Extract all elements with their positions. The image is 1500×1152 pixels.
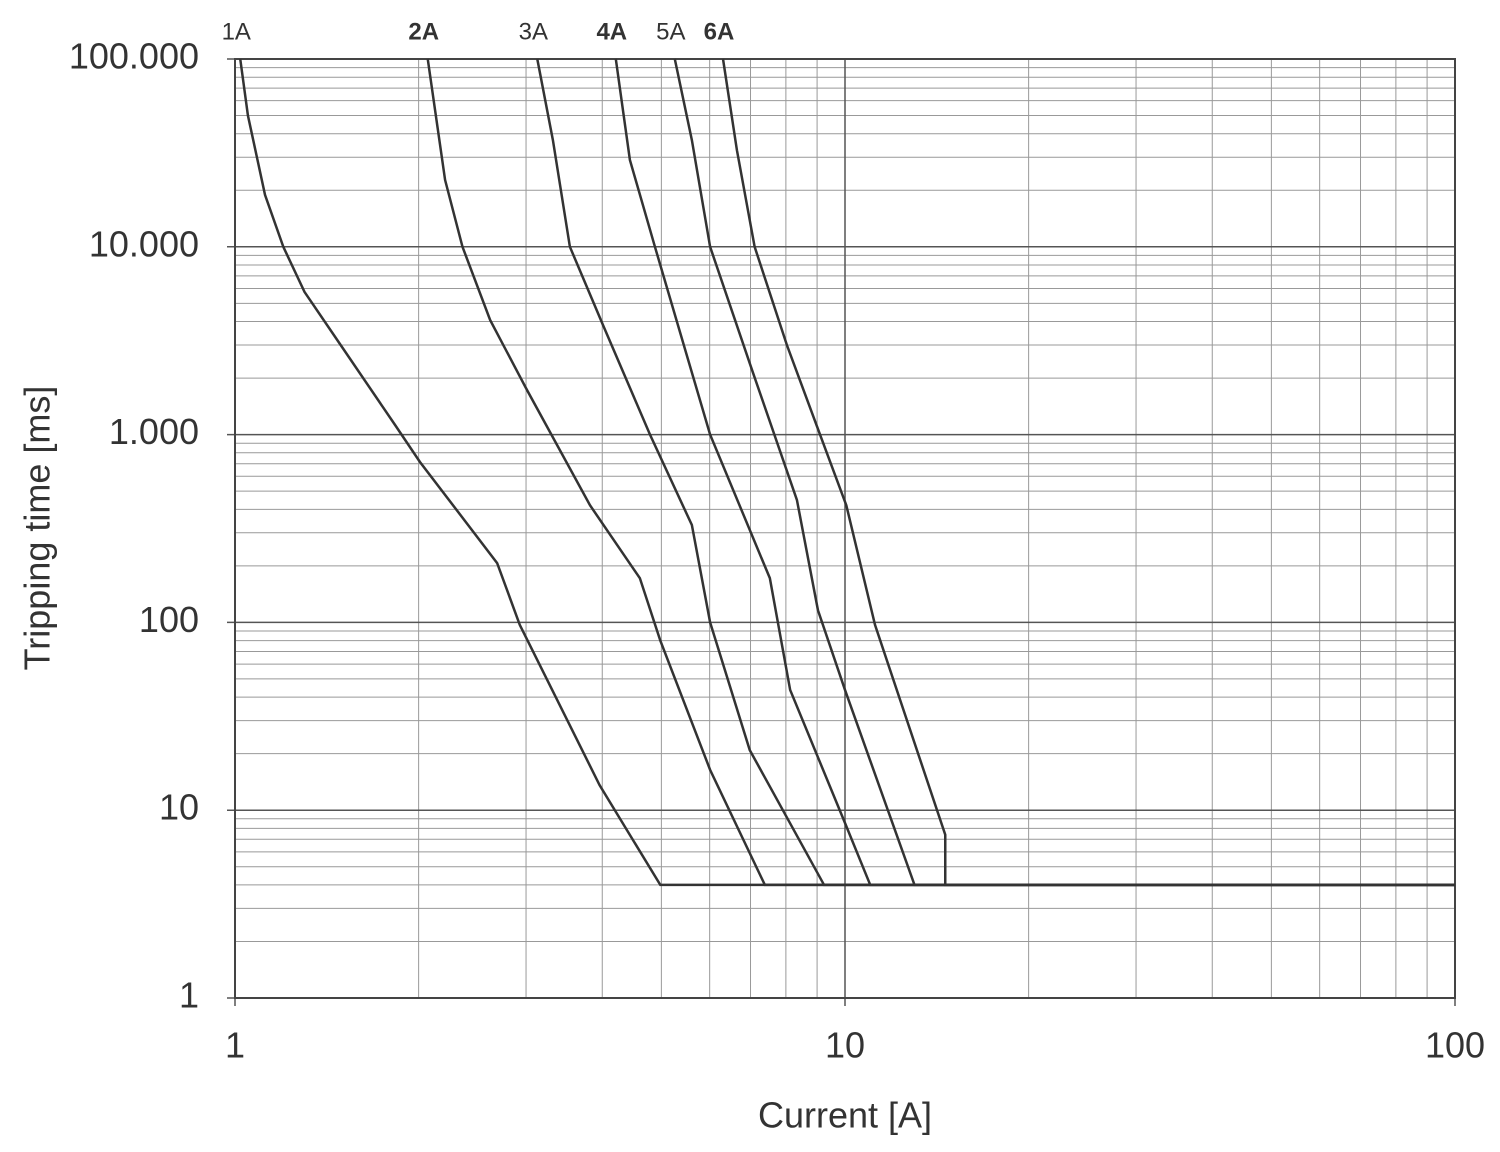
series-line xyxy=(536,58,1455,887)
plot-frame xyxy=(234,58,1456,999)
y-tick-label: 100 xyxy=(139,599,199,640)
series-line xyxy=(721,58,1455,887)
series-line xyxy=(239,58,1455,887)
series-label: 4A xyxy=(596,18,627,45)
series-label: 1A xyxy=(222,18,251,45)
series-line xyxy=(673,58,1455,887)
y-tick-label: 1.000 xyxy=(109,411,199,452)
series-label: 6A xyxy=(704,18,735,45)
series-line xyxy=(426,58,1455,887)
x-tick-label: 100 xyxy=(1425,1025,1485,1066)
series-line xyxy=(614,58,1455,887)
series-label: 2A xyxy=(408,18,439,45)
y-tick-label: 1 xyxy=(179,975,199,1016)
x-axis-title: Current [A] xyxy=(758,1095,932,1136)
series-label: 5A xyxy=(656,18,685,45)
y-axis-title: Tripping time [ms] xyxy=(17,386,58,671)
y-tick-label: 10.000 xyxy=(89,223,199,264)
grid xyxy=(227,58,1456,1006)
x-tick-label: 1 xyxy=(225,1025,245,1066)
y-tick-label: 10 xyxy=(159,787,199,828)
series-label: 3A xyxy=(519,18,548,45)
y-tick-label: 100.000 xyxy=(69,36,199,77)
x-tick-label: 10 xyxy=(825,1025,865,1066)
